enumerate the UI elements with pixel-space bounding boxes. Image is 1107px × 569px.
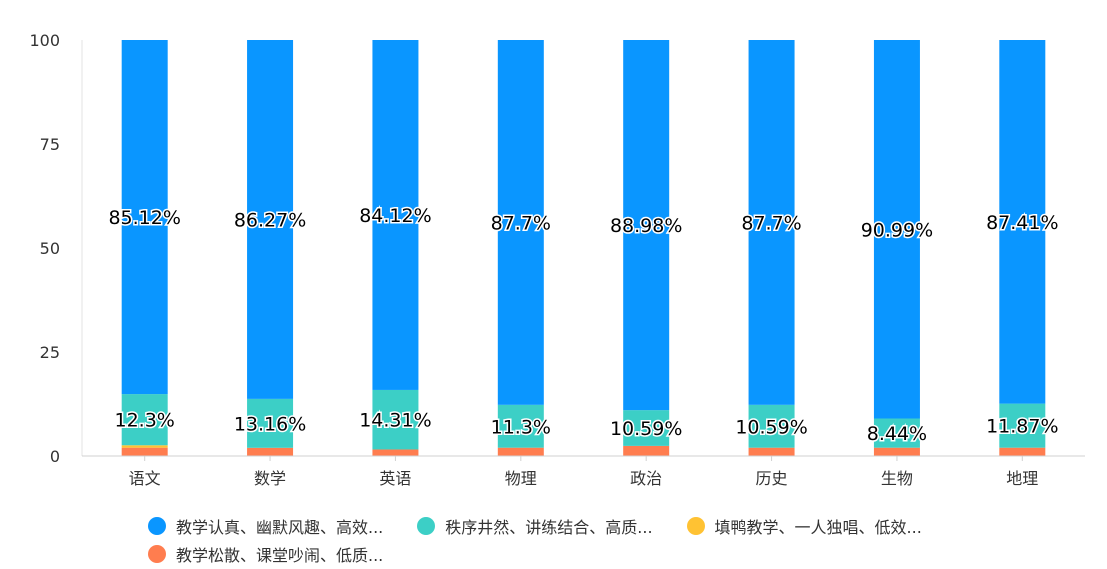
x-tick-label: 生物 [881,469,913,488]
bar-segment-2 [497,404,544,448]
bar-segment-2 [121,394,168,446]
bar-segment-4 [372,449,419,456]
y-tick-label: 50 [40,239,60,258]
bar-segment-4 [247,447,294,456]
bar-segment-4 [873,447,920,456]
x-tick-label: 历史 [756,469,788,488]
bar-segment-1 [999,40,1046,404]
legend-item-series-3[interactable]: 填鸭教学、一人独唱、低效... [686,514,922,538]
legend-marker-series-2 [417,517,436,535]
legend-marker-series-1 [148,517,166,535]
bar-segment-1 [623,40,670,411]
legend-item-series-2[interactable]: 秩序井然、讲练结合、高质... [417,514,653,538]
bar-segment-3 [121,445,168,448]
legend-label-series-4: 教学松散、课堂吵闹、低质... [176,546,384,565]
legend-item-series-4[interactable]: 教学松散、课堂吵闹、低质... [148,542,383,566]
data-label-series-2: 11.87% [986,416,1058,438]
y-tick-label: 75 [40,135,60,154]
data-label-series-2: 11.3% [491,416,551,438]
data-label-series-2: 13.16% [234,413,306,435]
y-tick-label: 0 [50,447,60,466]
bar-segment-2 [623,410,670,446]
legend: 教学认真、幽默风趣、高效... 秩序井然、讲练结合、高质... 填鸭教学、一人独… [148,512,1048,568]
data-label-series-2: 10.59% [610,418,682,440]
bar-segment-4 [623,445,670,456]
x-tick-label: 物理 [505,469,537,488]
data-label-series-1: 85.12% [108,207,180,229]
data-label-series-1: 86.27% [234,209,306,231]
data-label-series-2: 14.31% [359,410,431,432]
bar-segment-1 [497,40,544,405]
legend-row-2: 教学松散、课堂吵闹、低质... [148,540,1048,568]
data-label-series-1: 88.98% [610,215,682,237]
data-label-series-2: 10.59% [735,416,807,438]
legend-marker-series-3 [686,517,705,535]
bar-segment-2 [372,389,419,450]
data-label-series-1: 87.7% [741,212,801,234]
x-tick-label: 地理 [1006,469,1038,488]
legend-item-series-1[interactable]: 教学认真、幽默风趣、高效... [148,514,383,538]
bar-segment-4 [748,447,795,456]
x-tick-label: 数学 [254,469,286,488]
bar-segment-2 [873,418,920,448]
bar-segment-1 [873,40,920,419]
data-label-series-2: 12.3% [115,410,175,432]
y-tick-label: 25 [40,343,60,362]
bar-segment-4 [999,447,1046,456]
bar-segment-1 [748,40,795,405]
data-label-series-1: 87.41% [986,212,1058,234]
data-label-series-1: 84.12% [359,205,431,227]
data-label-series-1: 87.7% [491,212,551,234]
bar-segment-2 [247,398,294,448]
legend-label-series-2: 秩序井然、讲练结合、高质... [445,518,653,537]
legend-marker-series-4 [148,545,166,563]
bar-segment-4 [121,447,168,456]
legend-label-series-3: 填鸭教学、一人独唱、低效... [714,518,922,537]
bar-segment-1 [372,40,419,390]
legend-row-1: 教学认真、幽默风趣、高效... 秩序井然、讲练结合、高质... 填鸭教学、一人独… [148,512,1048,540]
y-tick-label: 100 [29,31,60,50]
bar-segment-2 [748,404,795,448]
data-label-series-2: 8.44% [867,423,927,445]
bar-segment-4 [497,447,544,456]
x-tick-label: 政治 [630,469,662,488]
bar-segment-1 [121,40,168,395]
bar-segment-1 [247,40,294,399]
data-label-series-1: 90.99% [861,219,933,241]
bar-segment-2 [999,403,1046,448]
x-tick-label: 英语 [379,469,411,488]
x-tick-label: 语文 [129,469,161,488]
legend-label-series-1: 教学认真、幽默风趣、高效... [176,518,384,537]
